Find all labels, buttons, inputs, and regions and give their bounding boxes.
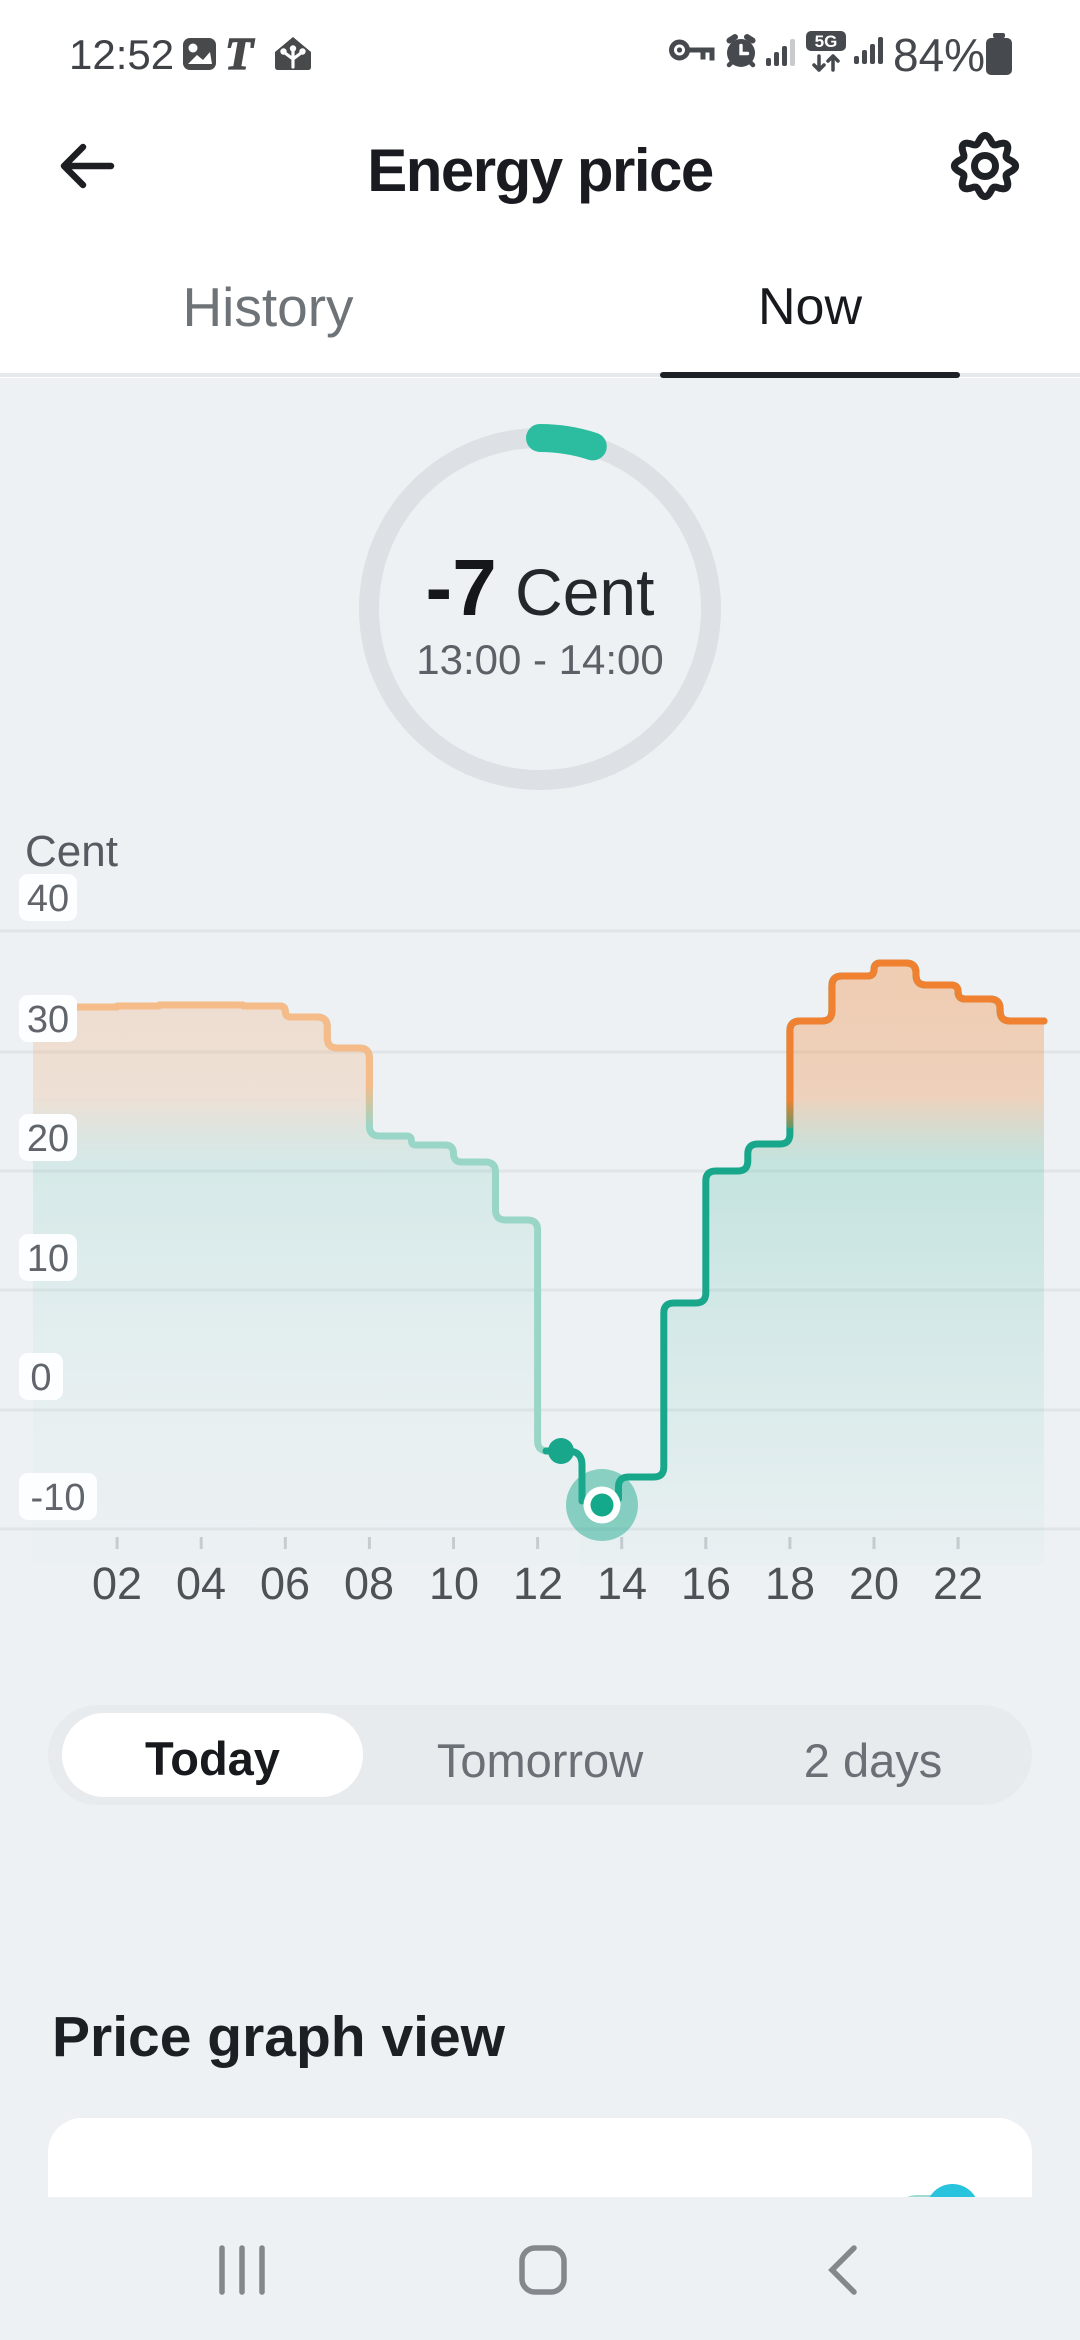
svg-text:0: 0 <box>30 1357 51 1399</box>
svg-text:16: 16 <box>681 1558 731 1609</box>
svg-text:02: 02 <box>92 1558 142 1609</box>
svg-text:T: T <box>225 36 255 72</box>
svg-text:Cent: Cent <box>25 827 118 876</box>
svg-text:12: 12 <box>513 1558 563 1609</box>
svg-text:20: 20 <box>849 1558 899 1609</box>
svg-text:40: 40 <box>27 878 69 920</box>
svg-text:14: 14 <box>597 1558 647 1609</box>
svg-text:08: 08 <box>344 1558 394 1609</box>
svg-text:22: 22 <box>933 1558 983 1609</box>
svg-text:5G: 5G <box>815 32 838 51</box>
svg-text:06: 06 <box>260 1558 310 1609</box>
svg-text:10: 10 <box>429 1558 479 1609</box>
svg-text:04: 04 <box>176 1558 226 1609</box>
svg-text:30: 30 <box>27 999 69 1041</box>
svg-text:10: 10 <box>27 1238 69 1280</box>
svg-text:-10: -10 <box>31 1477 86 1519</box>
svg-text:18: 18 <box>765 1558 815 1609</box>
svg-text:20: 20 <box>27 1118 69 1160</box>
